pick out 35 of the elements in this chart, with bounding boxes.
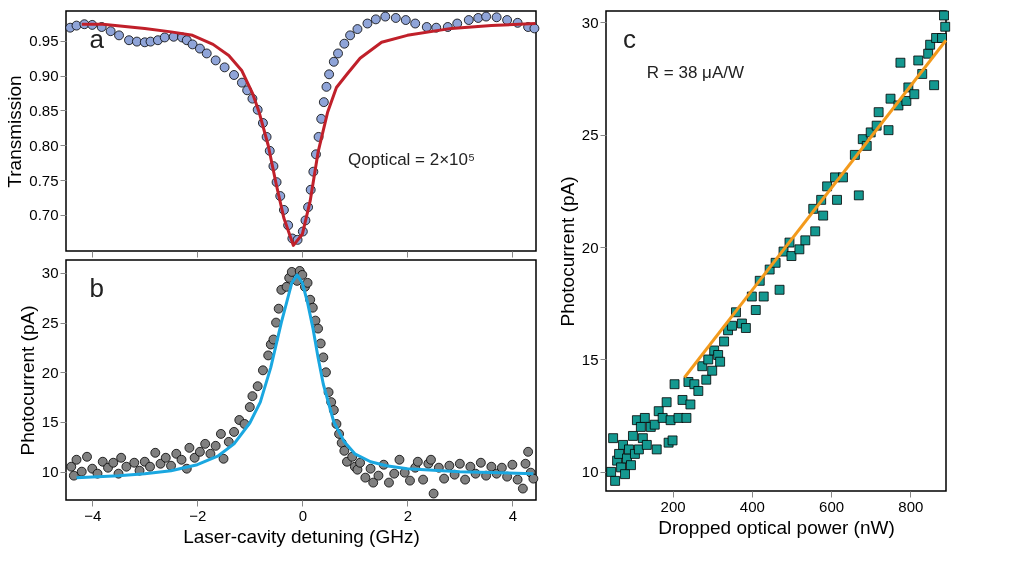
- annotation: a: [89, 23, 105, 54]
- y-tick-label: 0.90: [29, 67, 59, 85]
- x-tick-label: −4: [84, 506, 102, 524]
- y-tick-label: 10: [581, 463, 599, 481]
- x-tick-label: 200: [660, 497, 686, 515]
- y-tick-label: 25: [581, 126, 599, 144]
- y-tick-label: 20: [41, 363, 59, 381]
- y-tick-label: 30: [41, 264, 59, 282]
- y-axis-title: Photocurrent (pA): [556, 176, 578, 327]
- y-tick-label: 0.95: [29, 32, 59, 50]
- x-tick-label: 800: [898, 497, 924, 515]
- x-tick-label: −2: [189, 506, 207, 524]
- y-axis-title: Transmission: [4, 75, 26, 188]
- y-tick-label: 15: [41, 413, 59, 431]
- y-tick-label: 0.85: [29, 101, 59, 119]
- y-tick-label: 15: [581, 350, 599, 368]
- x-tick-label: 2: [403, 506, 413, 524]
- y-tick-label: 20: [581, 238, 599, 256]
- y-axis-title: Photocurrent (pA): [16, 305, 38, 456]
- annotation: c: [623, 23, 636, 54]
- x-tick-label: 400: [739, 497, 765, 515]
- x-tick-label: 4: [508, 506, 518, 524]
- x-tick-label: 600: [819, 497, 845, 515]
- annotation: Qoptical = 2×10⁵: [348, 149, 476, 169]
- x-axis-title: Laser-cavity detuning (GHz): [183, 525, 420, 547]
- y-tick-label: 0.70: [29, 206, 59, 224]
- y-tick-label: 10: [41, 463, 59, 481]
- y-tick-label: 0.80: [29, 136, 59, 154]
- y-tick-label: 30: [581, 13, 599, 31]
- annotation: R = 38 μA/W: [646, 63, 744, 83]
- y-tick-label: 0.75: [29, 171, 59, 189]
- annotation: b: [89, 272, 104, 303]
- x-axis-title: Dropped optical power (nW): [658, 516, 895, 538]
- y-tick-label: 25: [41, 314, 59, 332]
- x-tick-label: 0: [298, 506, 307, 524]
